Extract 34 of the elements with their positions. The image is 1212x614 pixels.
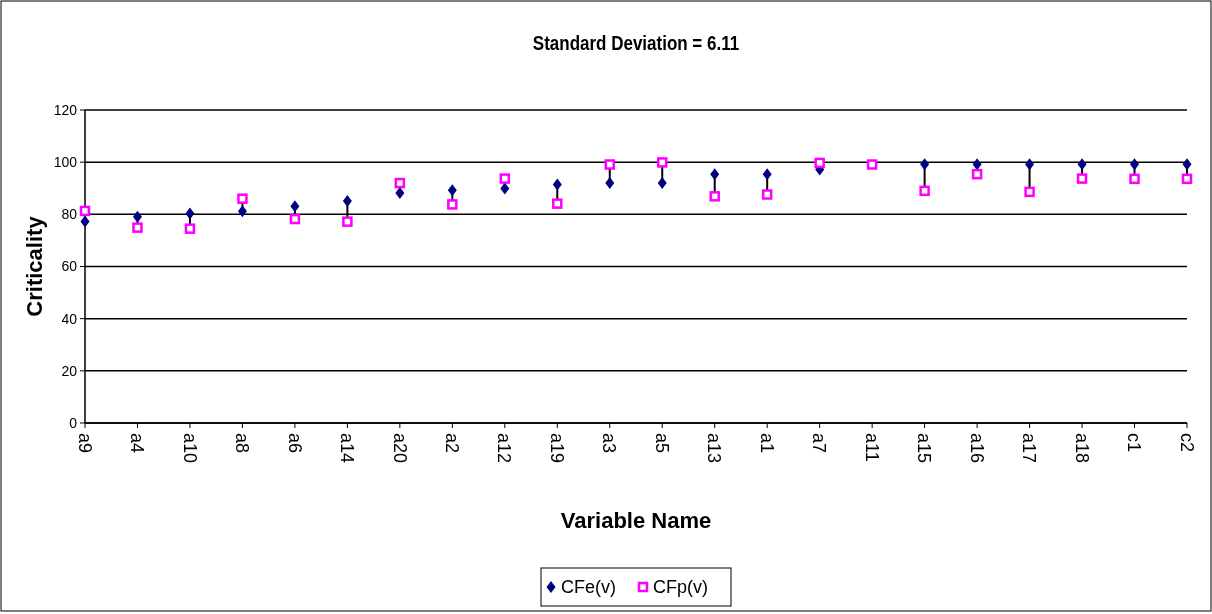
- legend-label: CFe(v): [561, 577, 616, 598]
- x-tick-label: a15: [914, 433, 935, 464]
- x-tick-label: a6: [284, 433, 305, 454]
- x-tick-label: c1: [1124, 433, 1145, 453]
- y-tick-label: 60: [61, 258, 78, 275]
- x-tick-label: a11: [861, 433, 882, 462]
- chart-title: Standard Deviation = 6.11: [532, 31, 740, 55]
- x-tick-label: a5: [651, 433, 672, 454]
- legend-label: CFp(v): [653, 577, 708, 598]
- x-tick-label: a7: [809, 433, 830, 454]
- x-tick-label: a16: [966, 433, 987, 464]
- y-tick-label: 40: [61, 310, 78, 327]
- x-tick-label: a9: [74, 433, 95, 454]
- y-axis-title: Criticality: [22, 215, 47, 317]
- x-tick-label: a18: [1071, 433, 1092, 464]
- x-tick-label: a13: [704, 433, 725, 464]
- y-tick-label: 100: [53, 154, 78, 171]
- x-tick-label: a12: [494, 433, 515, 464]
- y-tick-label: 20: [61, 362, 78, 379]
- x-axis-title: Variable Name: [560, 508, 712, 533]
- x-tick-label: a1: [756, 433, 777, 454]
- x-tick-label: a14: [337, 433, 358, 464]
- x-tick-label: a17: [1019, 433, 1040, 464]
- x-tick-label: a10: [179, 433, 200, 464]
- x-tick-label: a20: [389, 433, 410, 464]
- y-tick-label: 0: [69, 414, 78, 431]
- x-tick-label: a3: [599, 433, 620, 454]
- y-tick-label: 80: [61, 206, 78, 223]
- x-tick-label: a8: [232, 433, 253, 454]
- x-tick-label: a2: [442, 433, 463, 454]
- x-tick-label: a19: [546, 433, 567, 464]
- x-tick-label: c2: [1176, 433, 1197, 453]
- x-tick-label: a4: [127, 433, 148, 454]
- y-tick-label: 120: [53, 101, 78, 118]
